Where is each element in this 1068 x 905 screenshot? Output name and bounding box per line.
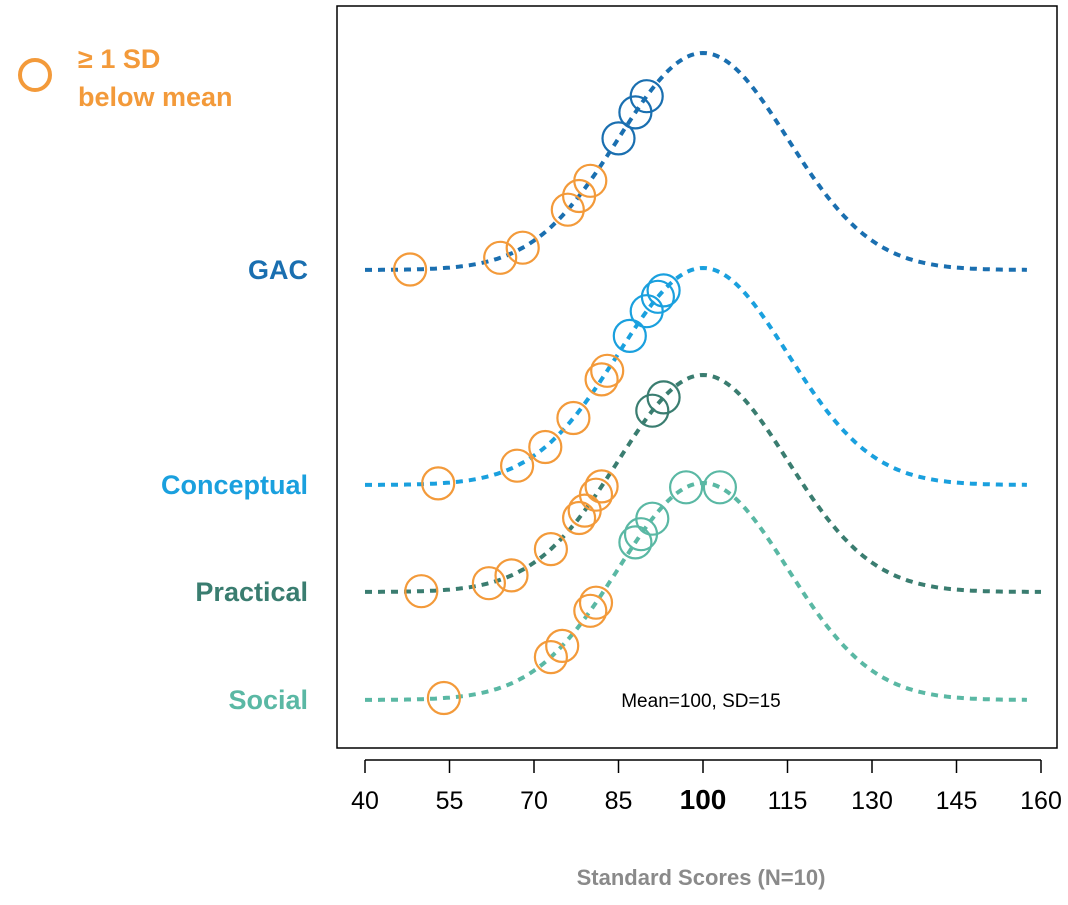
category-labels: GAC Conceptual Practical Social [161,255,308,715]
point-practical-2 [494,558,529,593]
category-label-gac: GAC [248,255,308,285]
score-points [393,79,738,716]
x-tick-label-100: 100 [680,784,727,815]
point-gac-2 [505,230,540,265]
density-curves [365,50,1041,702]
x-tick-label-40: 40 [351,787,379,815]
point-practical-0 [404,574,439,609]
point-conceptual-1 [499,448,535,483]
point-social-0 [426,680,461,716]
point-practical-1 [471,566,506,601]
point-practical-8 [635,393,670,428]
point-practical-3 [533,531,569,567]
point-social-9 [702,470,738,505]
category-label-conceptual: Conceptual [161,470,308,500]
x-tick-label-55: 55 [436,787,464,815]
point-social-3 [573,593,608,628]
legend-circle-icon [18,58,52,92]
point-social-2 [545,628,580,664]
point-gac-1 [483,240,518,275]
point-social-8 [668,470,704,505]
category-label-social: Social [228,685,308,715]
plot-frame [336,5,1058,749]
point-conceptual-5 [590,353,625,388]
point-conceptual-7 [629,294,664,329]
point-conceptual-9 [646,273,681,308]
x-tick-label-160: 160 [1020,787,1062,815]
point-social-7 [635,501,670,536]
x-tick-label-130: 130 [851,787,893,815]
legend-line1: ≥ 1 SD [78,44,160,74]
point-conceptual-6 [612,318,647,353]
curve-gac [365,50,1027,272]
point-social-4 [578,585,614,620]
legend-line2: below mean [78,82,233,112]
category-label-practical: Practical [195,577,308,607]
x-tick-label-85: 85 [605,787,633,815]
point-conceptual-8 [640,279,676,314]
x-axis-label: Standard Scores (N=10) [577,865,826,890]
point-conceptual-0 [421,466,456,501]
point-conceptual-3 [556,400,591,436]
point-gac-0 [393,252,428,287]
point-social-5 [618,525,653,560]
curve-social [365,480,1027,702]
point-social-1 [533,639,569,675]
x-tick-label-115: 115 [768,787,808,815]
point-gac-3 [550,192,585,227]
x-tick-label-145: 145 [936,787,978,815]
point-practical-9 [646,380,681,415]
point-practical-6 [578,477,614,512]
point-gac-5 [573,163,608,198]
point-gac-8 [629,79,664,114]
mean-sd-annotation: Mean=100, SD=15 [621,691,781,712]
point-practical-7 [584,469,619,504]
x-axis: 40 55 70 85 100 115 130 145 160 [351,759,1062,815]
point-gac-6 [601,121,636,156]
point-conceptual-2 [528,429,563,465]
point-conceptual-4 [584,362,619,397]
x-tick-label-70: 70 [520,787,548,815]
point-practical-4 [561,500,597,536]
curve-conceptual [365,265,1027,487]
curve-practical [365,372,1041,594]
